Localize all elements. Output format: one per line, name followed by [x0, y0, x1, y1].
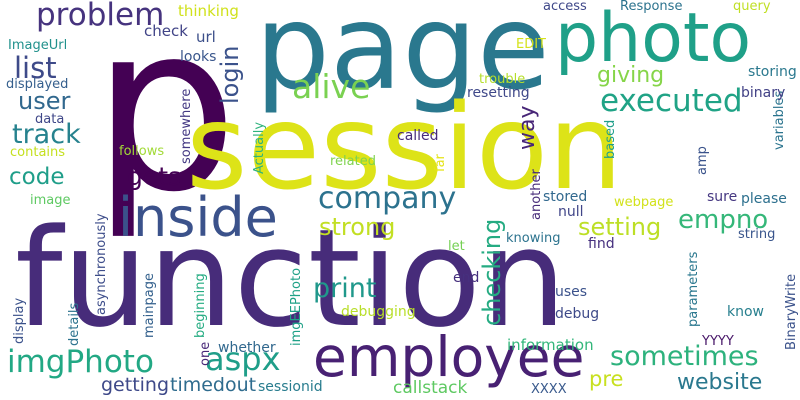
word-gets: gets: [127, 162, 182, 191]
word-BinaryWrite: BinaryWrite: [784, 273, 799, 350]
word-whether: whether: [218, 340, 276, 356]
word-YYYY: YYYY: [702, 334, 734, 349]
word-timedout: timedout: [170, 374, 257, 396]
word-check: check: [144, 22, 188, 40]
word-function: function: [15, 200, 567, 357]
word-photo: photo: [555, 0, 752, 78]
word-based: based: [603, 119, 618, 159]
word-somewhere: somewhere: [179, 88, 194, 164]
word-ImageUrl: ImageUrl: [8, 38, 68, 53]
word-website: website: [677, 370, 763, 395]
word-getting: getting: [101, 374, 170, 396]
word-follows: follows: [119, 144, 165, 159]
word-looks: looks: [180, 49, 217, 65]
word-page: page: [255, 0, 550, 116]
word-url: url: [196, 28, 216, 46]
word-null: null: [558, 204, 584, 220]
word-checking: checking: [478, 218, 506, 326]
word-beginning: beginning: [193, 273, 208, 338]
word-find: find: [588, 236, 615, 252]
word-trouble: trouble: [479, 72, 526, 87]
word-Actually: Actually: [252, 121, 267, 174]
word-far: far: [433, 154, 448, 172]
word-company: company: [318, 181, 457, 216]
word-print: print: [313, 273, 377, 304]
word-string: string: [738, 227, 776, 242]
word-details: details: [67, 302, 82, 346]
word-XXXX: XXXX: [531, 382, 567, 397]
word-sometimes: sometimes: [610, 341, 759, 372]
word-user: user: [18, 87, 71, 115]
word-way: way: [515, 105, 540, 151]
word-image: image: [30, 193, 71, 208]
word-debugging: debugging: [341, 304, 416, 320]
word-amp: amp: [695, 146, 710, 175]
word-webpage: webpage: [614, 195, 674, 210]
word-resetting: resetting: [467, 85, 530, 101]
word-Response: Response: [620, 0, 683, 14]
word-query: query: [733, 0, 771, 14]
word-information: information: [507, 336, 594, 354]
word-problem: problem: [36, 0, 165, 33]
word-executed: executed: [600, 83, 743, 119]
word-asynchronously: asynchronously: [94, 213, 109, 315]
word-EDIT: EDIT: [516, 37, 546, 52]
word-binary: binary: [741, 85, 786, 101]
word-know: know: [727, 304, 764, 320]
word-sure: sure: [707, 189, 738, 205]
word-mainpage: mainpage: [142, 273, 157, 338]
word-displayed: displayed: [6, 77, 69, 92]
word-sessionid: sessionid: [258, 379, 323, 395]
word-uses: uses: [555, 284, 588, 300]
word-stored: stored: [543, 189, 588, 205]
word-list: list: [14, 51, 57, 85]
word-storing: storing: [748, 64, 797, 80]
word-parameters: parameters: [686, 251, 701, 327]
word-one: one: [198, 341, 213, 366]
word-employee: employee: [313, 325, 585, 389]
word-imgEEPhoto: imgEEPhoto: [289, 267, 304, 346]
word-callstack: callstack: [393, 378, 468, 398]
word-inside: inside: [118, 186, 278, 249]
word-alive: alive: [292, 67, 371, 106]
word-display: display: [12, 297, 27, 344]
word-related: related: [330, 154, 376, 169]
word-setting: setting: [578, 213, 662, 241]
word-p: p: [92, 0, 238, 243]
word-giving: giving: [597, 63, 665, 88]
word-let: let: [448, 239, 465, 254]
word-access: access: [543, 0, 587, 14]
word-track: track: [12, 119, 81, 150]
word-thinking: thinking: [178, 2, 239, 20]
word-code: code: [9, 164, 65, 190]
word-end: end: [453, 270, 480, 286]
word-pre: pre: [589, 367, 624, 391]
word-debug: debug: [555, 306, 600, 322]
word-strong: strong: [319, 213, 396, 241]
word-empno: empno: [678, 205, 769, 235]
word-aspx: aspx: [205, 340, 281, 378]
word-data: data: [35, 112, 65, 127]
word-please: please: [741, 191, 787, 207]
word-imgPhoto: imgPhoto: [7, 344, 154, 380]
word-contains: contains: [10, 145, 66, 160]
word-login: login: [216, 45, 244, 104]
word-knowing: knowing: [506, 231, 561, 246]
word-session: session: [186, 78, 623, 216]
word-another: another: [529, 169, 544, 220]
word-called: called: [397, 128, 439, 144]
